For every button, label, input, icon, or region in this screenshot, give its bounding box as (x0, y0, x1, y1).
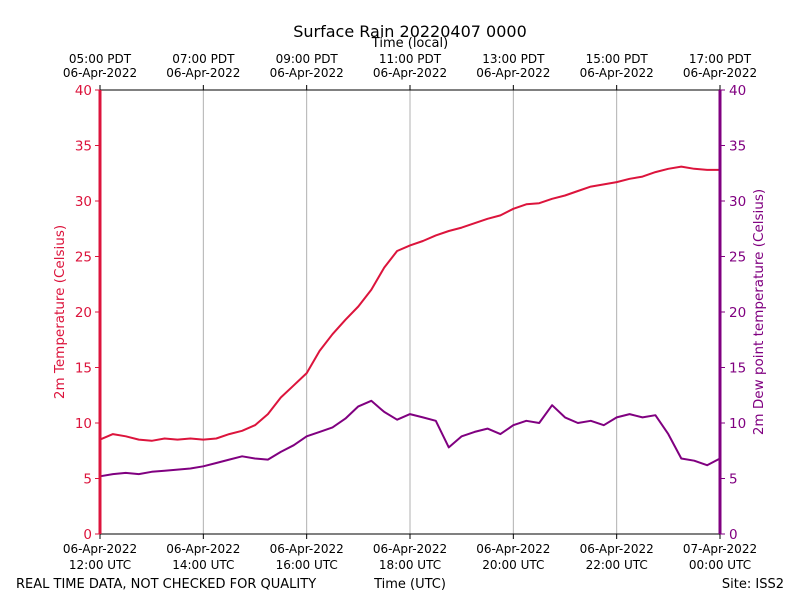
bottom-tick-date: 06-Apr-2022 (580, 542, 654, 556)
bottom-tick-time: 22:00 UTC (586, 558, 648, 572)
top-tick-date: 06-Apr-2022 (166, 66, 240, 80)
top-tick-date: 06-Apr-2022 (580, 66, 654, 80)
top-tick-date: 06-Apr-2022 (373, 66, 447, 80)
bottom-axis-label: Time (UTC) (373, 577, 446, 592)
bottom-tick-date: 06-Apr-2022 (270, 542, 344, 556)
data-series (99, 165, 721, 478)
top-axis-label: Time (local) (371, 36, 448, 51)
chart-title: Surface Rain 20220407 0000 (293, 22, 527, 41)
bottom-tick-time: 14:00 UTC (172, 558, 234, 572)
bottom-tick-time: 12:00 UTC (69, 558, 131, 572)
top-tick-date: 06-Apr-2022 (683, 66, 757, 80)
left-tick-label: 0 (83, 527, 92, 543)
left-tick-label: 20 (75, 305, 92, 321)
left-tick-label: 40 (75, 83, 92, 99)
left-tick-label: 35 (75, 139, 92, 155)
bottom-tick-date: 06-Apr-2022 (476, 542, 550, 556)
top-tick-time: 09:00 PDT (276, 52, 339, 66)
left-axis-label: 2m Temperature (Celsius) (52, 225, 68, 399)
bottom-tick-date: 07-Apr-2022 (683, 542, 757, 556)
right-tick-label: 40 (729, 83, 746, 99)
top-tick-time: 05:00 PDT (69, 52, 132, 66)
left-tick-label: 30 (75, 194, 92, 210)
left-tick-label: 15 (75, 361, 92, 377)
left-tick-label: 10 (75, 416, 92, 432)
right-tick-label: 15 (729, 361, 746, 377)
bottom-tick-date: 06-Apr-2022 (63, 542, 137, 556)
temperature-line (99, 165, 720, 442)
right-tick-label: 25 (729, 250, 746, 266)
dewpoint-line (99, 399, 721, 478)
top-tick-time: 11:00 PDT (379, 52, 442, 66)
bottom-tick-date: 06-Apr-2022 (373, 542, 447, 556)
top-tick-time: 17:00 PDT (689, 52, 752, 66)
top-tick-time: 07:00 PDT (172, 52, 235, 66)
top-tick-date: 06-Apr-2022 (476, 66, 550, 80)
left-tick-label: 5 (83, 472, 92, 488)
bottom-tick-time: 20:00 UTC (482, 558, 544, 572)
right-tick-label: 35 (729, 139, 746, 155)
left-tick-label: 25 (75, 250, 92, 266)
top-tick-date: 06-Apr-2022 (270, 66, 344, 80)
bottom-tick-time: 18:00 UTC (379, 558, 441, 572)
right-tick-label: 30 (729, 194, 746, 210)
bottom-tick-time: 00:00 UTC (689, 558, 751, 572)
quality-disclaimer: REAL TIME DATA, NOT CHECKED FOR QUALITY (16, 577, 316, 592)
right-tick-label: 10 (729, 416, 746, 432)
right-axis-label: 2m Dew point temperature (Celsius) (751, 189, 767, 435)
right-tick-label: 20 (729, 305, 746, 321)
top-tick-time: 15:00 PDT (586, 52, 649, 66)
right-tick-label: 0 (729, 527, 738, 543)
top-tick-date: 06-Apr-2022 (63, 66, 137, 80)
site-label: Site: ISS2 (722, 577, 784, 592)
bottom-tick-date: 06-Apr-2022 (166, 542, 240, 556)
right-tick-label: 5 (729, 472, 738, 488)
gridlines (202, 90, 618, 534)
bottom-tick-time: 16:00 UTC (276, 558, 338, 572)
top-tick-time: 13:00 PDT (482, 52, 545, 66)
